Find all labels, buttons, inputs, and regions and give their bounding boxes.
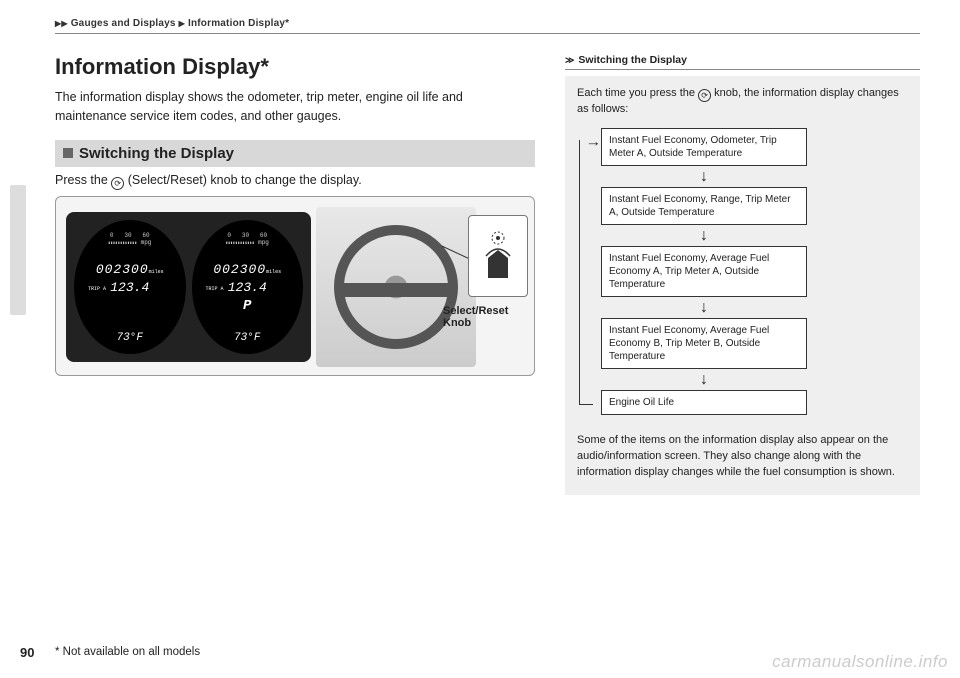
intro-text: The information display shows the odomet… bbox=[55, 88, 535, 126]
gear-indicator: P bbox=[192, 298, 304, 314]
page-number: 90 bbox=[20, 645, 34, 660]
side-heading-text: Switching the Display bbox=[578, 54, 687, 66]
press-b: (Select/Reset) knob to change the displa… bbox=[124, 173, 361, 187]
knob-icon: ⟳ bbox=[111, 177, 124, 190]
side-note: Some of the items on the information dis… bbox=[577, 433, 908, 481]
title-text: Information Display bbox=[55, 54, 260, 79]
side-intro: Each time you press the ⟳ knob, the info… bbox=[577, 86, 908, 118]
temp: 73°F bbox=[192, 332, 304, 344]
callout-label: Select/ResetKnob bbox=[443, 305, 528, 330]
press-instruction: Press the ⟳ (Select/Reset) knob to chang… bbox=[55, 173, 535, 190]
odometer: 002300miles bbox=[74, 262, 186, 277]
page-title: Information Display* bbox=[55, 54, 535, 80]
down-arrow-icon: ↓ bbox=[601, 301, 807, 315]
flow-box-1: Instant Fuel Economy, Odometer, Trip Met… bbox=[601, 128, 807, 166]
chevron-icon: ▶▶ bbox=[55, 19, 68, 28]
double-chevron-icon: ≫ bbox=[565, 55, 574, 66]
breadcrumb-star: * bbox=[285, 18, 289, 29]
flow-diagram: → Instant Fuel Economy, Odometer, Trip M… bbox=[577, 128, 807, 415]
section-heading: Switching the Display bbox=[55, 140, 535, 167]
breadcrumb: ▶▶ Gauges and Displays ▶ Information Dis… bbox=[55, 18, 920, 34]
down-arrow-icon: ↓ bbox=[601, 229, 807, 243]
square-icon bbox=[63, 148, 73, 158]
title-star: * bbox=[260, 54, 269, 79]
odometer: 002300miles bbox=[192, 262, 304, 277]
press-a: Press the bbox=[55, 173, 111, 187]
breadcrumb-1: Gauges and Displays bbox=[71, 18, 176, 29]
section-title: Switching the Display bbox=[79, 145, 234, 162]
flow-box-4: Instant Fuel Economy, Average Fuel Econo… bbox=[601, 318, 807, 369]
temp: 73°F bbox=[74, 332, 186, 344]
trip-value: 123.4 bbox=[74, 280, 186, 295]
sidebar-box: Each time you press the ⟳ knob, the info… bbox=[565, 76, 920, 495]
flow-box-5: Engine Oil Life bbox=[601, 390, 807, 415]
side-tab: Instrument Panel bbox=[10, 185, 26, 315]
knob-callout bbox=[468, 215, 528, 297]
gauge-cluster: 0 30 60 ▮▮▮▮▮▮▮▮▮▮▮▮ mpg 002300miles TRI… bbox=[66, 212, 311, 362]
illustration: 0 30 60 ▮▮▮▮▮▮▮▮▮▮▮▮ mpg 002300miles TRI… bbox=[55, 196, 535, 376]
wheel-icon bbox=[334, 225, 458, 349]
side-heading: ≫ Switching the Display bbox=[565, 54, 920, 70]
watermark: carmanualsonline.info bbox=[772, 652, 948, 672]
mpg-scale: 0 30 60 ▮▮▮▮▮▮▮▮▮▮▮▮ mpg bbox=[192, 232, 304, 246]
flow-box-2: Instant Fuel Economy, Range, Trip Meter … bbox=[601, 187, 807, 225]
mpg-scale: 0 30 60 ▮▮▮▮▮▮▮▮▮▮▮▮ mpg bbox=[74, 232, 186, 246]
down-arrow-icon: ↓ bbox=[601, 170, 807, 184]
knob-icon: ⟳ bbox=[698, 89, 711, 102]
chevron-icon: ▶ bbox=[179, 19, 185, 28]
steering-wheel-photo bbox=[316, 207, 476, 367]
footnote: * Not available on all models bbox=[55, 646, 200, 658]
down-arrow-icon: ↓ bbox=[601, 373, 807, 387]
trip-value: 123.4 bbox=[192, 280, 304, 295]
breadcrumb-2: Information Display bbox=[188, 18, 285, 29]
gauge-left: 0 30 60 ▮▮▮▮▮▮▮▮▮▮▮▮ mpg 002300miles TRI… bbox=[74, 220, 186, 354]
gauge-right: 0 30 60 ▮▮▮▮▮▮▮▮▮▮▮▮ mpg 002300miles TRI… bbox=[192, 220, 304, 354]
knob-closeup-icon bbox=[478, 228, 518, 283]
loop-line bbox=[579, 140, 593, 405]
flow-box-3: Instant Fuel Economy, Average Fuel Econo… bbox=[601, 246, 807, 297]
loop-arrow-icon: → bbox=[586, 134, 602, 149]
